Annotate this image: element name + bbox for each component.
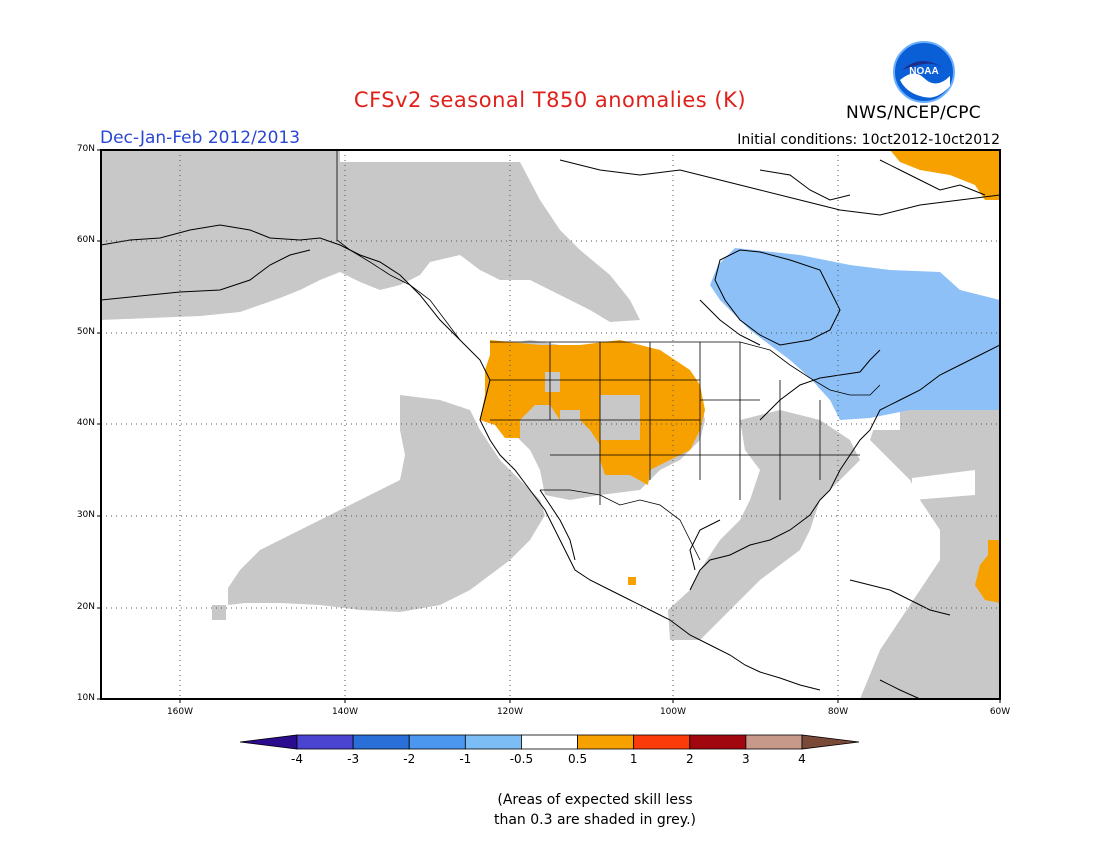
colorbar-label: 4 — [798, 752, 806, 766]
lat-label: 50N — [76, 327, 95, 337]
grey-region-atlantic — [860, 400, 1000, 699]
lat-label: 40N — [76, 418, 95, 428]
colorbar-label: 2 — [685, 752, 694, 766]
coastlines — [101, 159, 1000, 699]
colorbar-label: -4 — [291, 752, 303, 766]
warm-region-northwest — [480, 340, 705, 485]
warm-region-caribbean — [628, 577, 636, 585]
colorbar-label: -3 — [347, 752, 360, 766]
borders — [336, 150, 881, 561]
lat-label: 10N — [76, 693, 95, 703]
lon-label: 140W — [331, 707, 359, 717]
warm-region-east-atlantic — [975, 540, 1000, 603]
lon-label: 80W — [827, 707, 849, 717]
lat-label: 20N — [76, 602, 95, 612]
lon-label: 160W — [166, 707, 194, 717]
season-label: Dec-Jan-Feb 2012/2013 — [100, 128, 301, 148]
noaa-logo-text: NOAA — [909, 66, 938, 77]
chart-title: CFSv2 seasonal T850 anomalies (K) — [353, 88, 747, 112]
warm-anomaly-regions — [480, 150, 1000, 603]
cold-anomaly-region — [710, 248, 1000, 420]
colorbar-label: -1 — [459, 752, 472, 766]
initial-conditions-label: Initial conditions: 10ct2012-10ct2012 — [737, 132, 1000, 148]
lon-label: 120W — [496, 707, 524, 717]
lat-label: 60N — [76, 235, 95, 245]
grey-region-pacific — [228, 395, 545, 612]
colorbar-label: -0.5 — [509, 752, 534, 766]
agency-label: NWS/NCEP/CPC — [846, 103, 981, 123]
grey-region-hawaii — [212, 605, 226, 620]
colorbar-label: 1 — [629, 752, 638, 766]
grey-region-eastus — [668, 410, 860, 640]
warm-region-arctic — [890, 150, 1000, 200]
colorbar-label: 3 — [742, 752, 750, 766]
lat-label: 70N — [76, 144, 95, 154]
noaa-logo-icon: NOAA — [893, 41, 955, 103]
skill-note-line2: than 0.3 are shaded in grey.) — [493, 812, 696, 828]
grey-region-alaska — [101, 150, 640, 322]
lon-label: 100W — [659, 707, 687, 717]
lat-label: 30N — [76, 510, 95, 520]
lon-label: 60W — [989, 707, 1011, 717]
skill-note-line1: (Areas of expected skill less — [497, 792, 693, 808]
colorbar-label: -2 — [403, 752, 416, 766]
colorbar-label: 0.5 — [568, 752, 588, 766]
